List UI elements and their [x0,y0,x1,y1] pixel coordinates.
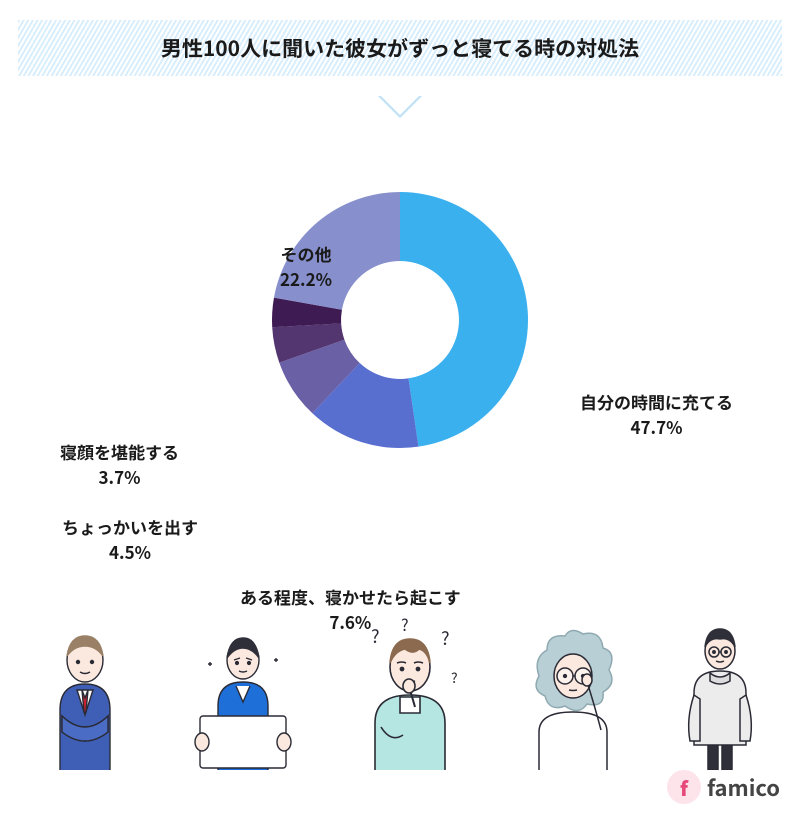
segment-label-own-time: 自分の時間に充てる47.7% [580,390,733,439]
person-businessman-icon [30,620,140,770]
people-illustration-row: ? ? ? ? [30,620,770,770]
donut-chart: 自分の時間に充てる47.7% ある程度、寝かせたら起こす7.6% ちょっかいを出… [0,120,800,600]
title-bar: 男性100人に聞いた彼女がずっと寝てる時の対処法 [18,20,782,76]
person-sweater-icon [670,615,770,770]
segment-label-enjoy-face: 寝顔を堪能する3.7% [60,440,179,489]
segment-label-tease: ちょっかいを出す4.5% [62,515,198,564]
logo-badge-letter: f [680,773,688,802]
person-whiteboard-icon [178,620,308,770]
svg-text:?: ? [401,615,409,636]
famico-logo-badge-icon: f [667,770,701,804]
logo-text: famico [707,771,780,803]
page-title: 男性100人に聞いた彼女がずっと寝てる時の対処法 [161,33,639,63]
segment-label-other: その他22.2% [280,242,332,291]
person-glasses-icon [513,620,633,770]
title-pointer-icon [378,96,422,118]
svg-text:?: ? [441,625,450,651]
svg-text:?: ? [451,668,458,688]
donut-svg [270,190,530,450]
famico-logo: f famico [667,770,780,804]
svg-text:?: ? [371,623,380,649]
person-thinking-icon: ? ? ? ? [345,615,475,770]
